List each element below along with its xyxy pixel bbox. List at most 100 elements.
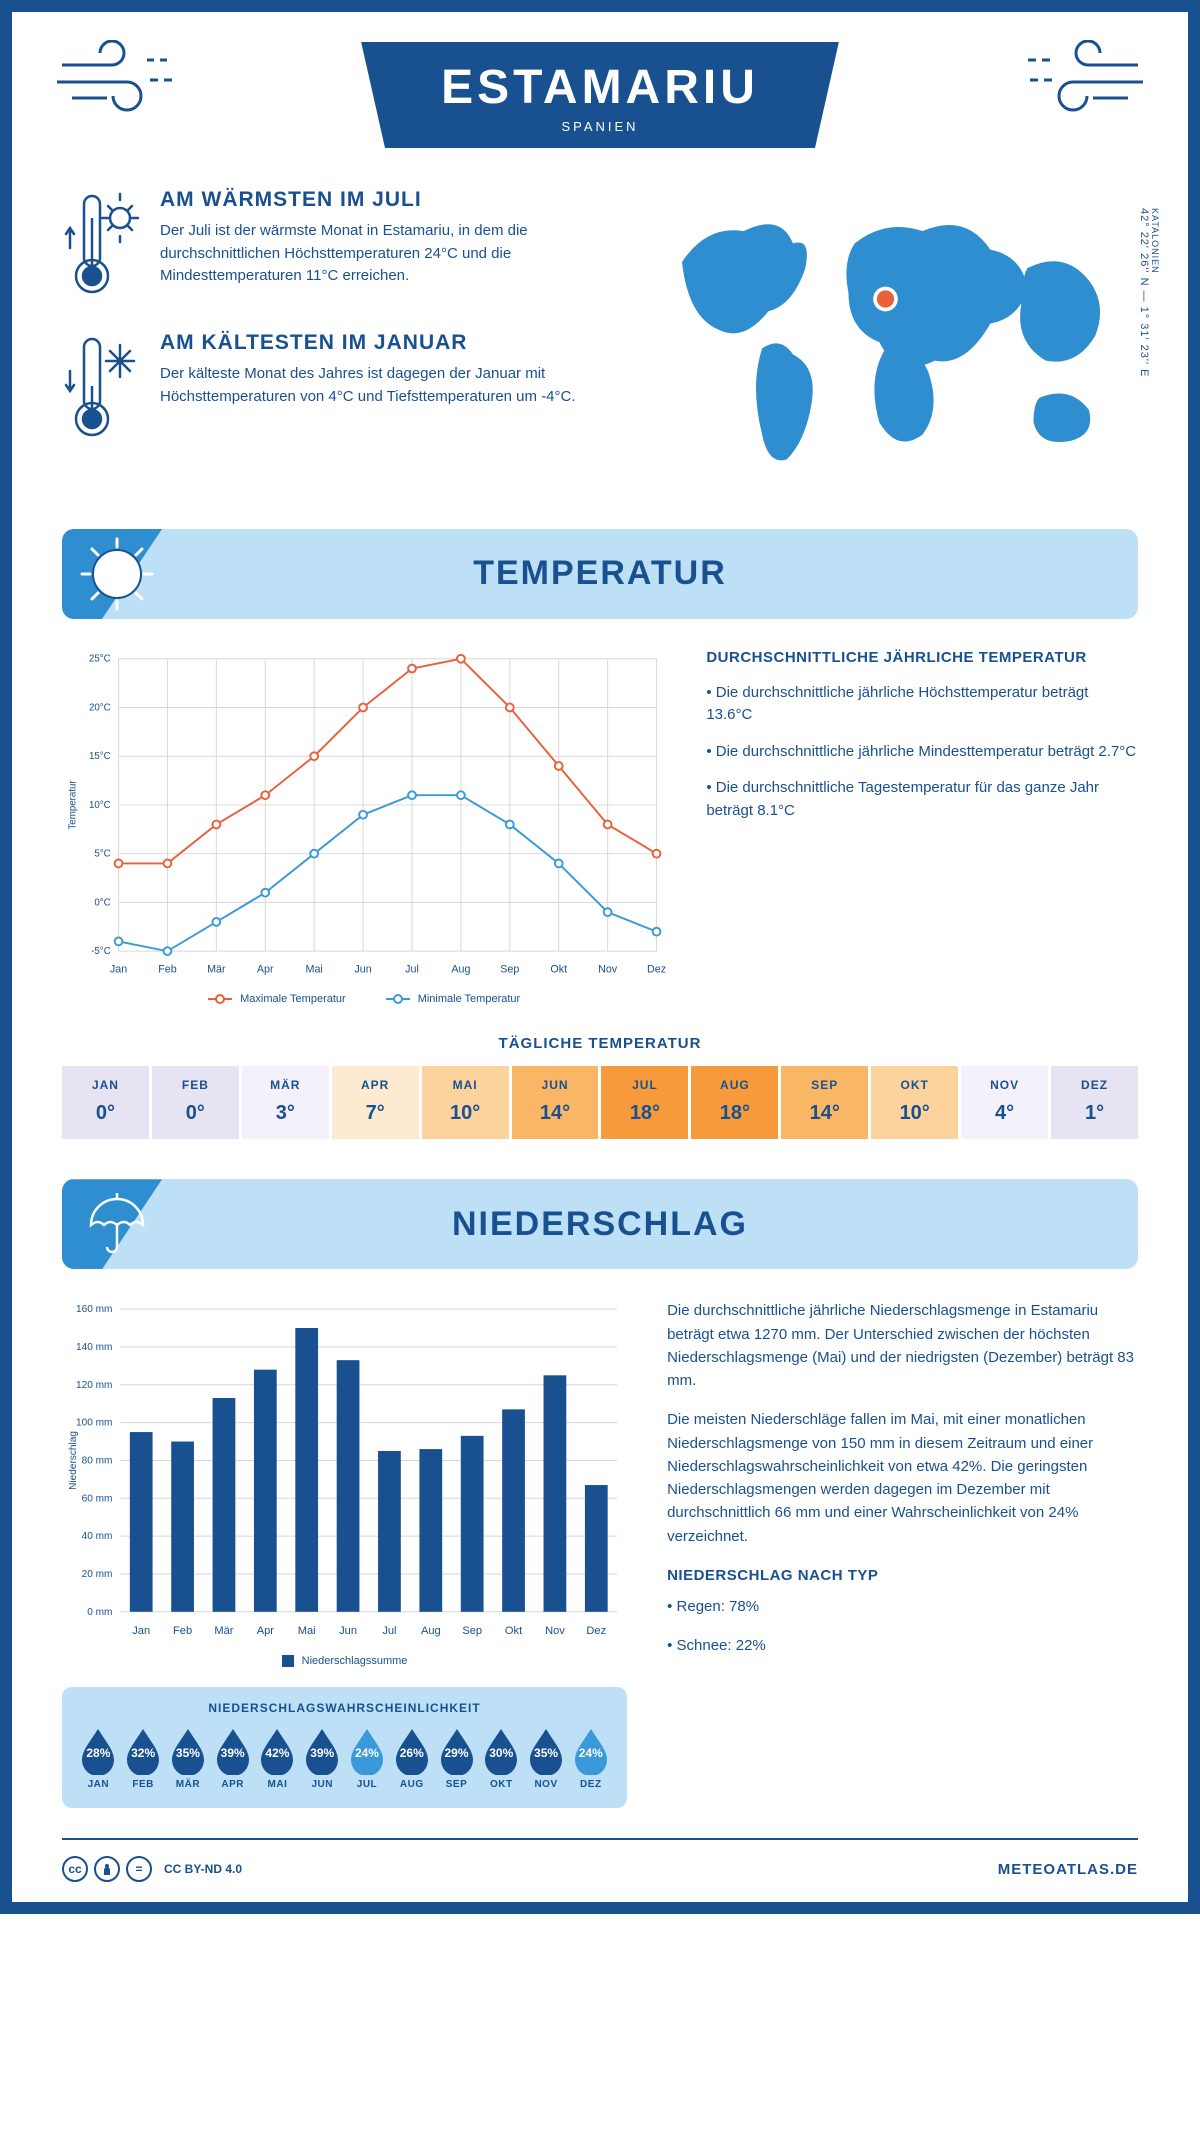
content: AM WÄRMSTEN IM JULI Der Juli ist der wär… (12, 188, 1188, 1808)
month-cell: OKT10° (871, 1066, 958, 1139)
temperature-info: DURCHSCHNITTLICHE JÄHRLICHE TEMPERATUR •… (706, 649, 1138, 1005)
svg-text:Jun: Jun (354, 964, 371, 976)
daily-temp-title: TÄGLICHE TEMPERATUR (62, 1035, 1138, 1052)
title-banner: ESTAMARIU SPANIEN (361, 42, 839, 148)
svg-text:Jul: Jul (382, 1625, 396, 1637)
temperature-chart: -5°C0°C5°C10°C15°C20°C25°CJanFebMärAprMa… (62, 649, 666, 1005)
svg-text:Jan: Jan (132, 1625, 150, 1637)
month-cell: JUL18° (601, 1066, 688, 1139)
cc-icon: cc (62, 1856, 88, 1882)
month-cell: JUN14° (512, 1066, 599, 1139)
svg-text:Sep: Sep (462, 1625, 482, 1637)
svg-text:Jul: Jul (405, 964, 419, 976)
svg-text:5°C: 5°C (94, 849, 110, 860)
drop-item: 28%JAN (78, 1727, 119, 1790)
precipitation-chart: 0 mm20 mm40 mm60 mm80 mm100 mm120 mm140 … (62, 1299, 627, 1808)
month-cell: MAI10° (422, 1066, 509, 1139)
page-subtitle: SPANIEN (441, 119, 759, 134)
nd-icon: = (126, 1856, 152, 1882)
page-title: ESTAMARIU (441, 60, 759, 115)
svg-text:Dez: Dez (647, 964, 666, 976)
coordinates: KATALONIEN 42° 22' 26'' N — 1° 31' 23'' … (1138, 208, 1160, 377)
fact-warm-title: AM WÄRMSTEN IM JULI (160, 188, 605, 212)
svg-text:20 mm: 20 mm (82, 1569, 113, 1580)
precipitation-banner: NIEDERSCHLAG (62, 1179, 1138, 1269)
daily-temp-grid: JAN0°FEB0°MÄR3°APR7°MAI10°JUN14°JUL18°AU… (62, 1066, 1138, 1139)
svg-text:Feb: Feb (158, 964, 177, 976)
section-title: TEMPERATUR (473, 554, 727, 593)
drop-item: 39%JUN (302, 1727, 343, 1790)
svg-text:0 mm: 0 mm (87, 1607, 112, 1618)
map-icon (645, 188, 1138, 484)
month-cell: FEB0° (152, 1066, 239, 1139)
fact-warm-text: Der Juli ist der wärmste Monat in Estama… (160, 220, 605, 288)
svg-text:Okt: Okt (505, 1625, 522, 1637)
thermometer-cold-icon (62, 331, 142, 446)
svg-text:Jan: Jan (110, 964, 127, 976)
drop-item: 35%MÄR (168, 1727, 209, 1790)
month-cell: APR7° (332, 1066, 419, 1139)
svg-text:Dez: Dez (586, 1625, 606, 1637)
svg-text:10°C: 10°C (89, 800, 111, 811)
svg-text:Aug: Aug (451, 964, 470, 976)
svg-text:Sep: Sep (500, 964, 519, 976)
world-map: KATALONIEN 42° 22' 26'' N — 1° 31' 23'' … (645, 188, 1138, 489)
drop-item: 32%FEB (123, 1727, 164, 1790)
fact-cold-text: Der kälteste Monat des Jahres ist dagege… (160, 363, 605, 408)
lat: 42° 22' 26'' N (1138, 208, 1150, 287)
cc-icons: cc = (62, 1856, 152, 1882)
svg-text:Aug: Aug (421, 1625, 441, 1637)
svg-text:20°C: 20°C (89, 702, 111, 713)
intro-section: AM WÄRMSTEN IM JULI Der Juli ist der wär… (62, 188, 1138, 489)
svg-text:15°C: 15°C (89, 751, 111, 762)
precip-type-title: NIEDERSCHLAG NACH TYP (667, 1564, 1138, 1587)
drop-item: 24%DEZ (570, 1727, 611, 1790)
svg-text:Temperatur: Temperatur (68, 780, 79, 830)
section-title: NIEDERSCHLAG (452, 1205, 748, 1244)
svg-text:Mai: Mai (306, 964, 323, 976)
sun-icon (80, 537, 154, 611)
svg-text:Mär: Mär (214, 1625, 233, 1637)
thermometer-hot-icon (62, 188, 142, 303)
svg-text:0°C: 0°C (94, 897, 110, 908)
probability-title: NIEDERSCHLAGSWAHRSCHEINLICHKEIT (78, 1701, 611, 1715)
precipitation-info: Die durchschnittliche jährliche Niedersc… (667, 1299, 1138, 1808)
temperature-section: -5°C0°C5°C10°C15°C20°C25°CJanFebMärAprMa… (62, 649, 1138, 1005)
probability-box: NIEDERSCHLAGSWAHRSCHEINLICHKEIT 28%JAN32… (62, 1687, 627, 1808)
svg-text:Nov: Nov (598, 964, 618, 976)
page-root: ESTAMARIU SPANIEN AM WÄRMSTEN IM JULI (0, 0, 1200, 1914)
fact-cold-title: AM KÄLTESTEN IM JANUAR (160, 331, 605, 355)
drop-item: 39%APR (212, 1727, 253, 1790)
by-icon (94, 1856, 120, 1882)
umbrella-icon (80, 1187, 154, 1261)
footer: cc = CC BY-ND 4.0 METEOATLAS.DE (62, 1838, 1138, 1882)
svg-text:100 mm: 100 mm (76, 1418, 112, 1429)
chart-legend: Niederschlagssumme (62, 1655, 627, 1667)
svg-text:Apr: Apr (257, 964, 274, 976)
month-cell: NOV4° (961, 1066, 1048, 1139)
chart-legend: .legend-sw[style*='e8613c']::after{borde… (62, 993, 666, 1005)
lon: 1° 31' 23'' E (1138, 307, 1150, 378)
wind-icon (52, 40, 182, 120)
drop-item: 42%MAI (257, 1727, 298, 1790)
svg-text:Nov: Nov (545, 1625, 565, 1637)
svg-text:160 mm: 160 mm (76, 1304, 112, 1315)
svg-text:Mai: Mai (298, 1625, 316, 1637)
drop-item: 26%AUG (391, 1727, 432, 1790)
license-text: CC BY-ND 4.0 (164, 1862, 242, 1876)
fact-cold: AM KÄLTESTEN IM JANUAR Der kälteste Mona… (62, 331, 605, 446)
month-cell: DEZ1° (1051, 1066, 1138, 1139)
region: KATALONIEN (1150, 208, 1160, 371)
svg-text:Mär: Mär (207, 964, 226, 976)
drop-item: 30%OKT (481, 1727, 522, 1790)
probability-drops: 28%JAN32%FEB35%MÄR39%APR42%MAI39%JUN24%J… (78, 1727, 611, 1790)
svg-text:40 mm: 40 mm (82, 1532, 113, 1543)
facts: AM WÄRMSTEN IM JULI Der Juli ist der wär… (62, 188, 605, 489)
svg-text:Apr: Apr (257, 1625, 275, 1637)
svg-text:120 mm: 120 mm (76, 1380, 112, 1391)
line-chart: -5°C0°C5°C10°C15°C20°C25°CJanFebMärAprMa… (62, 649, 666, 980)
drop-item: 24%JUL (347, 1727, 388, 1790)
month-cell: JAN0° (62, 1066, 149, 1139)
svg-text:140 mm: 140 mm (76, 1342, 112, 1353)
wind-icon (1018, 40, 1148, 120)
